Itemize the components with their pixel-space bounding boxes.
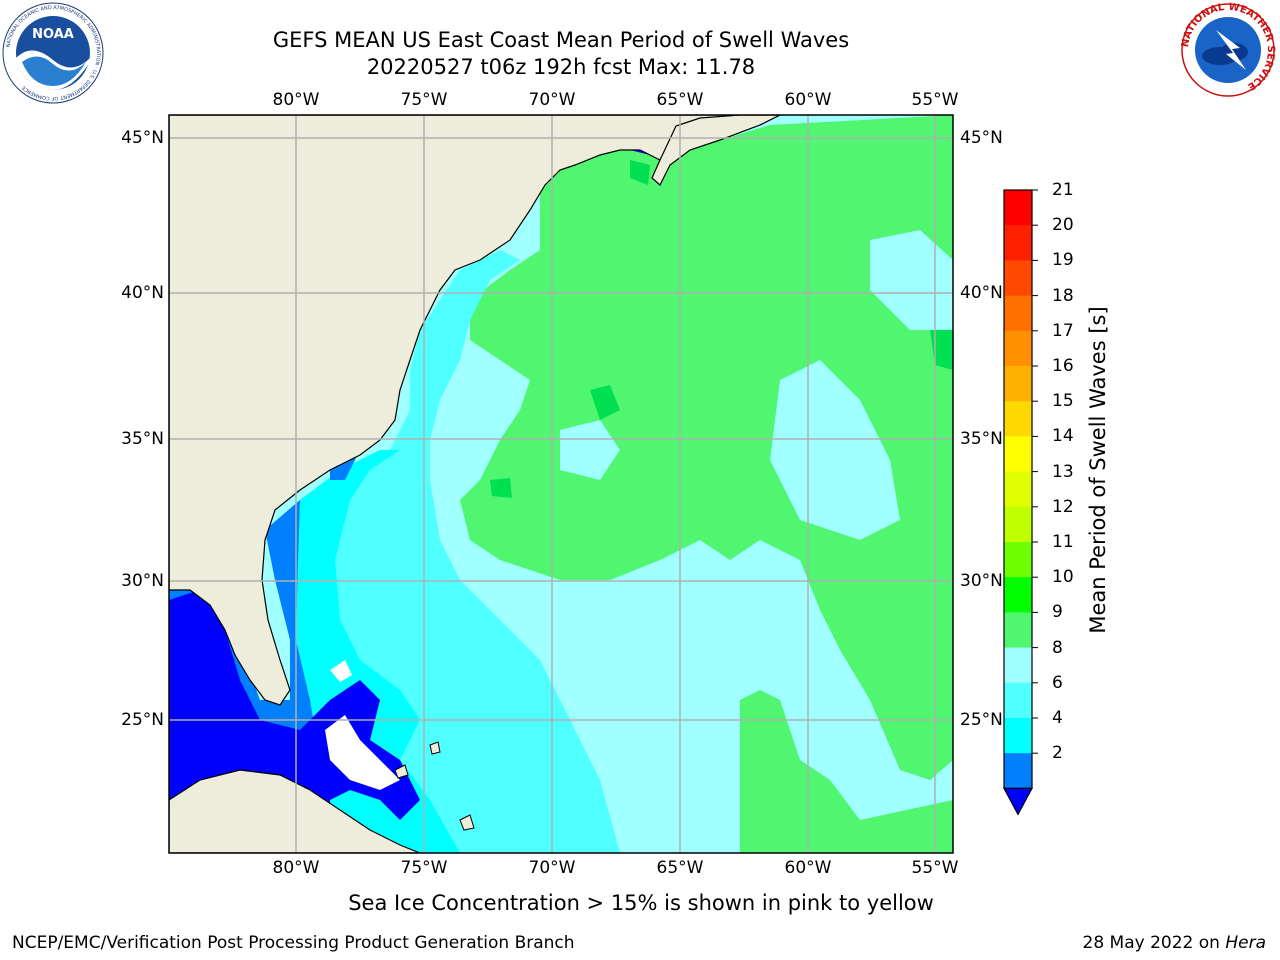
colorbar-tick-label: 12 [1052, 496, 1074, 517]
colorbar-tick-label: 11 [1052, 532, 1074, 552]
colorbar-band [1004, 366, 1032, 402]
lon-label-bottom-65w: 65°W [656, 858, 704, 878]
lat-label-left-35n: 35°N [121, 429, 164, 449]
colorbar-band [1004, 718, 1032, 754]
credit-host: Hera [1225, 933, 1266, 953]
land-cuba [169, 769, 421, 853]
colorbar-band [1004, 753, 1032, 789]
colorbar-band [1004, 647, 1032, 684]
lat-label-right-25n: 25°N [960, 710, 1003, 730]
colorbar-tick-label: 2 [1052, 743, 1063, 764]
noaa-logo: NOAA NATIONAL OCEANIC AND ATMOSPHERIC AD… [2, 2, 104, 104]
lon-label-bottom-70w: 70°W [528, 858, 576, 878]
lon-label-top-60w: 60°W [784, 90, 832, 110]
nws-logo: NATIONAL WEATHER SERVICE [1180, 2, 1276, 97]
graticule [169, 115, 953, 853]
lat-label-right-40n: 40°N [960, 283, 1003, 303]
lat-label-left-30n: 30°N [121, 571, 164, 591]
lon-label-top-65w: 65°W [656, 90, 704, 110]
colorbar-tick-label: 15 [1052, 391, 1074, 412]
colorbar-band [1004, 401, 1032, 437]
lat-label-left-45n: 45°N [121, 128, 164, 148]
colorbar-band [1004, 330, 1032, 367]
lat-label-right-45n: 45°N [960, 128, 1003, 148]
lon-label-top-80w: 80°W [272, 90, 320, 110]
colorbar-tick-label: 10 [1052, 567, 1074, 588]
colorbar-band [1004, 471, 1032, 508]
map-title: GEFS MEAN US East Coast Mean Period of S… [272, 28, 850, 52]
lon-label-bottom-75w: 75°W [400, 858, 448, 878]
swell-band-9-10s-southeast [740, 690, 953, 853]
colorbar-extend-triangle [1002, 787, 1034, 816]
lat-label-left-40n: 40°N [121, 283, 164, 303]
lat-label-left-25n: 25°N [121, 710, 164, 730]
colorbar-label: Mean Period of Swell Waves [s] [1086, 306, 1110, 634]
colorbar-band [1004, 190, 1032, 226]
lon-label-bottom-80w: 80°W [272, 858, 320, 878]
swell-band-9-10s [460, 115, 953, 780]
colorbar-tick-label: 17 [1052, 320, 1074, 341]
colorbar-band [1004, 577, 1032, 613]
credit-date-text: 28 May 2022 on [1082, 933, 1226, 953]
lat-label-right-30n: 30°N [960, 571, 1003, 591]
colorbar-tick-label: 13 [1052, 461, 1074, 482]
colorbar [1002, 189, 1038, 816]
colorbar-band [1004, 612, 1032, 649]
colorbar-tick-label: 6 [1052, 672, 1063, 693]
colorbar-border [1003, 189, 1033, 790]
noaa-logo-text: NOAA [32, 27, 74, 42]
colorbar-band [1004, 682, 1032, 719]
colorbar-tick-label: 16 [1052, 356, 1074, 376]
colorbar-tick-label: 4 [1052, 708, 1063, 728]
lon-label-top-55w: 55°W [911, 90, 959, 110]
lat-label-right-35n: 35°N [960, 429, 1003, 449]
colorbar-tick-label: 19 [1052, 250, 1074, 271]
colorbar-band [1004, 295, 1032, 332]
lon-label-bottom-60w: 60°W [784, 858, 832, 878]
colorbar-tick-label: 9 [1052, 602, 1063, 623]
sea-ice-footnote: Sea Ice Concentration > 15% is shown in … [348, 891, 934, 915]
credit-branch: NCEP/EMC/Verification Post Processing Pr… [12, 933, 575, 953]
colorbar-band [1004, 542, 1032, 578]
land-north-america [169, 115, 781, 706]
colorbar-band [1004, 506, 1032, 543]
colorbar-tick-label: 21 [1052, 180, 1074, 200]
map-subtitle: 20220527 t06z 192h fcst Max: 11.78 [366, 55, 756, 79]
lon-label-top-70w: 70°W [528, 90, 576, 110]
colorbar-tick-label: 8 [1052, 637, 1063, 658]
colorbar-tick-label: 14 [1052, 426, 1074, 447]
lon-label-top-75w: 75°W [400, 90, 448, 110]
map-border [168, 114, 954, 854]
credit-date: 28 May 2022 on Hera [1083, 933, 1267, 953]
colorbar-tick-label: 20 [1052, 215, 1074, 236]
colorbar-tick-label: 18 [1052, 285, 1074, 306]
colorbar-band [1004, 225, 1032, 261]
colorbar-band [1004, 260, 1032, 297]
lon-label-bottom-55w: 55°W [911, 858, 959, 878]
colorbar-band [1004, 436, 1032, 473]
